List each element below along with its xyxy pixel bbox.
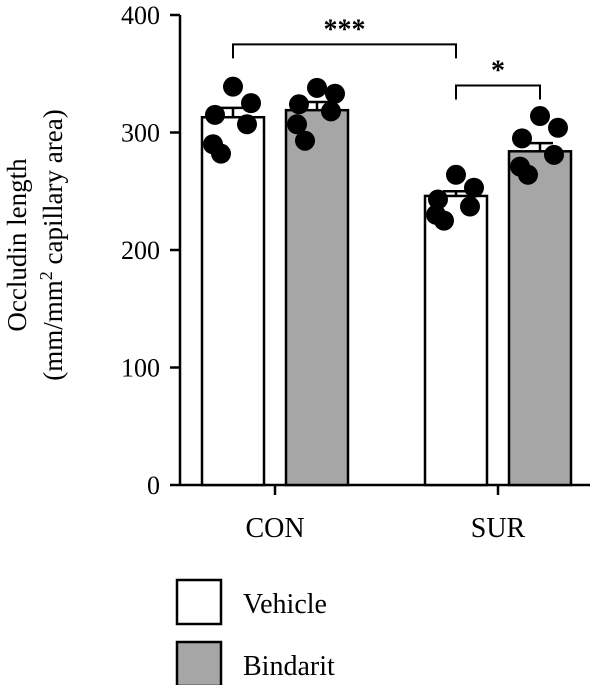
data-point <box>205 104 225 125</box>
data-point <box>530 106 550 127</box>
legend: Vehicle Bindarit <box>175 578 335 685</box>
y-axis-title-line2-prefix: (mm/mm <box>38 280 68 381</box>
y-axis-title-superscript: 2 <box>36 271 56 280</box>
data-point <box>295 130 315 151</box>
y-axis-title: Occludin length (mm/mm2 capillary area) <box>2 109 68 380</box>
legend-label-bindarit: Bindarit <box>243 651 335 682</box>
bar-bindarit-con <box>284 108 350 487</box>
data-point <box>460 196 480 217</box>
x-tick-label: CON <box>245 513 304 544</box>
data-point <box>287 114 307 135</box>
legend-swatch-vehicle <box>175 578 223 626</box>
data-point <box>241 93 261 114</box>
y-axis-title-line1: Occludin length <box>2 158 32 332</box>
data-point <box>512 128 532 149</box>
legend-label-vehicle: Vehicle <box>243 589 327 620</box>
data-point <box>434 210 454 231</box>
significance-bracket <box>455 84 541 100</box>
data-point <box>223 76 243 97</box>
y-tick-label: 200 <box>121 236 160 265</box>
data-point <box>464 177 484 198</box>
y-tick-label: 300 <box>121 119 160 148</box>
data-point <box>446 164 466 185</box>
x-tick-label: SUR <box>471 513 526 544</box>
y-axis-title-line2: (mm/mm2 capillary area) <box>36 109 68 380</box>
data-point <box>307 77 327 98</box>
y-axis-title-line2-suffix: capillary area) <box>38 109 68 271</box>
data-point <box>237 114 257 135</box>
data-point <box>289 94 309 115</box>
bar-vehicle-con <box>200 115 266 487</box>
y-tick-label: 100 <box>121 354 160 383</box>
legend-swatch-bindarit <box>175 640 223 685</box>
data-point <box>321 101 341 122</box>
data-point <box>548 117 568 138</box>
bar-vehicle-sur <box>423 194 489 487</box>
data-point <box>325 83 345 104</box>
significance-bracket <box>232 43 457 59</box>
y-tick-label: 0 <box>147 471 160 500</box>
data-point <box>428 189 448 210</box>
data-point <box>544 144 564 165</box>
y-tick-label: 400 <box>121 1 160 30</box>
bar-bindarit-sur <box>507 150 573 487</box>
significance-label: * <box>491 56 505 87</box>
data-point <box>211 143 231 164</box>
significance-label: *** <box>324 14 366 45</box>
data-point <box>518 164 538 185</box>
